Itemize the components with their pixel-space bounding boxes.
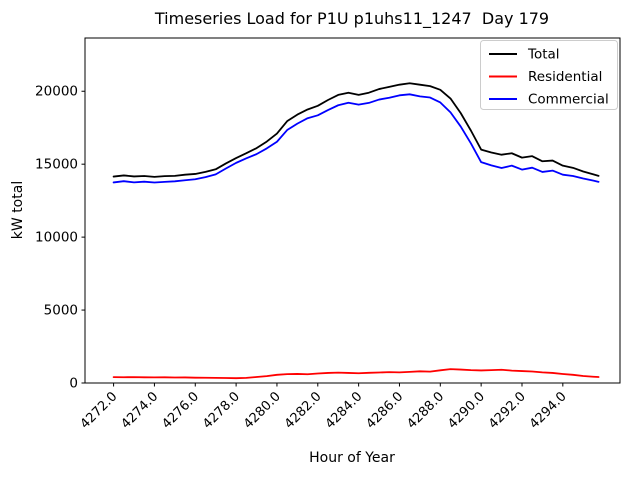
y-tick-label: 0	[69, 376, 78, 392]
chart-title: Timeseries Load for P1U p1uhs11_1247 Day…	[154, 9, 549, 29]
x-tick-label: 4282.0	[282, 389, 325, 432]
legend-label-residential: Residential	[528, 69, 602, 85]
y-tick-label: 10000	[35, 230, 78, 246]
legend: Total Residential Commercial	[480, 40, 618, 110]
data-lines	[112, 82, 600, 380]
x-tick-label: 4294.0	[527, 389, 570, 432]
x-tick-label: 4288.0	[404, 389, 447, 432]
x-tick-label: 4272.0	[78, 389, 121, 432]
series-line-commercial	[112, 93, 600, 184]
y-tick-label: 15000	[35, 157, 78, 173]
legend-label-total: Total	[527, 47, 560, 63]
x-tick-label: 4286.0	[364, 389, 407, 432]
x-tick-label: 4280.0	[241, 389, 284, 432]
x-tick-label: 4278.0	[200, 389, 243, 432]
x-tick-label: 4284.0	[323, 389, 366, 432]
series-line-total	[112, 82, 600, 178]
legend-box	[480, 40, 618, 110]
y-axis-label: kW total	[10, 181, 26, 239]
axis-ticks: 4272.04274.04276.04278.04280.04282.04284…	[35, 84, 570, 432]
x-tick-label: 4274.0	[118, 389, 161, 432]
y-tick-label: 20000	[35, 84, 78, 100]
x-tick-label: 4292.0	[486, 389, 529, 432]
x-tick-label: 4276.0	[159, 389, 202, 432]
series-line-residential	[112, 368, 600, 380]
legend-label-commercial: Commercial	[528, 92, 609, 108]
plot-area	[84, 37, 621, 384]
x-tick-label: 4290.0	[445, 389, 488, 432]
x-axis-label: Hour of Year	[309, 450, 395, 466]
y-tick-label: 5000	[44, 303, 78, 319]
